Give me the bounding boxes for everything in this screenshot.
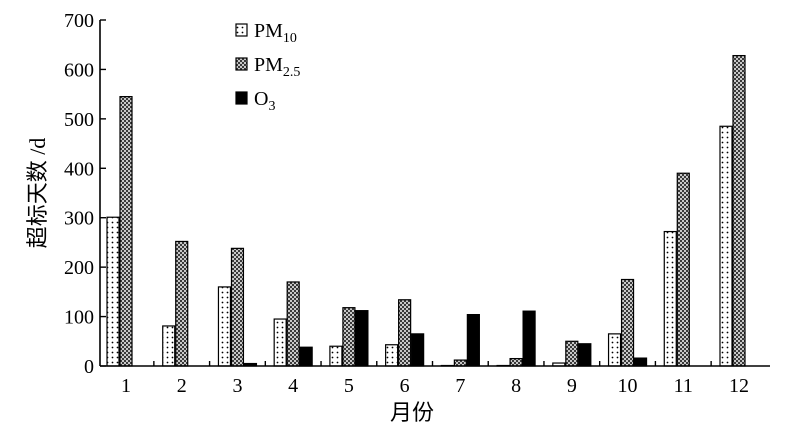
bar-pm25-month-11 (676, 172, 690, 367)
y-tick-label: 100 (64, 307, 94, 329)
bar-pm25-month-9 (565, 340, 579, 367)
y-tick-label: 200 (64, 257, 94, 279)
bar-o3-month-8 (522, 310, 536, 367)
legend-swatch-o3 (235, 91, 248, 105)
x-tick-label: 3 (232, 375, 242, 397)
legend: PM10 PM2.5 O3 (235, 20, 300, 114)
x-tick-label: 9 (567, 375, 577, 397)
legend-label-pm10: PM10 (254, 20, 297, 46)
bar-pm10-month-4 (273, 318, 287, 367)
bar-pm10-month-10 (607, 333, 622, 367)
bar-pm25-month-6 (398, 299, 412, 367)
legend-label-pm25: PM2.5 (254, 54, 300, 80)
y-tick-label: 700 (64, 10, 94, 32)
bar-o3-month-5 (355, 310, 369, 367)
bar-o3-month-7 (466, 313, 480, 367)
x-tick-label: 12 (729, 375, 749, 397)
y-ticks: 0 100 200 300 400 500 600 700 (64, 10, 106, 378)
x-ticks: 1 2 3 4 5 6 7 8 9 10 11 12 (121, 361, 749, 397)
y-tick-label: 0 (84, 356, 94, 378)
legend-swatch-pm25 (235, 57, 248, 71)
bar-pm25-month-8 (509, 357, 523, 367)
bar-pm10-month-5 (329, 345, 343, 367)
bar-pm25-month-7 (453, 359, 467, 367)
bar-o3-month-10 (633, 357, 648, 367)
bar-pm25-month-1 (119, 96, 133, 367)
y-axis-label: 超标天数 /d (25, 138, 50, 249)
bar-pm25-month-4 (286, 281, 300, 367)
y-tick-label: 300 (64, 208, 94, 230)
bar-o3-month-4 (299, 346, 313, 367)
bar-pm10-month-12 (719, 125, 733, 367)
bar-pm25-month-12 (732, 54, 746, 367)
y-tick-label: 600 (64, 59, 94, 81)
bar-pm10-month-3 (217, 286, 232, 367)
x-tick-label: 7 (455, 375, 465, 397)
bar-o3-month-9 (578, 343, 592, 367)
x-axis-label: 月份 (390, 400, 434, 425)
bars-layer (106, 54, 746, 367)
bar-pm10-month-1 (106, 216, 120, 367)
x-tick-label: 10 (618, 375, 638, 397)
legend-swatch-pm10 (235, 23, 248, 37)
x-tick-label: 6 (400, 375, 410, 397)
y-tick-label: 400 (64, 158, 94, 180)
bar-pm10-month-6 (385, 344, 399, 367)
x-tick-label: 11 (674, 375, 693, 397)
x-tick-label: 2 (177, 375, 187, 397)
y-tick-label: 500 (64, 109, 94, 131)
bar-pm10-month-2 (162, 325, 176, 367)
legend-label-o3: O3 (254, 88, 275, 114)
x-tick-label: 1 (121, 375, 131, 397)
axes (99, 20, 770, 367)
bar-pm10-month-11 (663, 230, 677, 367)
bar-pm25-month-5 (342, 307, 356, 367)
bar-pm25-month-3 (230, 247, 245, 367)
bar-pm25-month-2 (175, 240, 189, 367)
x-tick-label: 4 (288, 375, 298, 397)
x-tick-label: 8 (511, 375, 521, 397)
x-tick-label: 5 (344, 375, 354, 397)
bar-pm25-month-10 (620, 278, 635, 367)
bar-o3-month-6 (411, 333, 425, 367)
